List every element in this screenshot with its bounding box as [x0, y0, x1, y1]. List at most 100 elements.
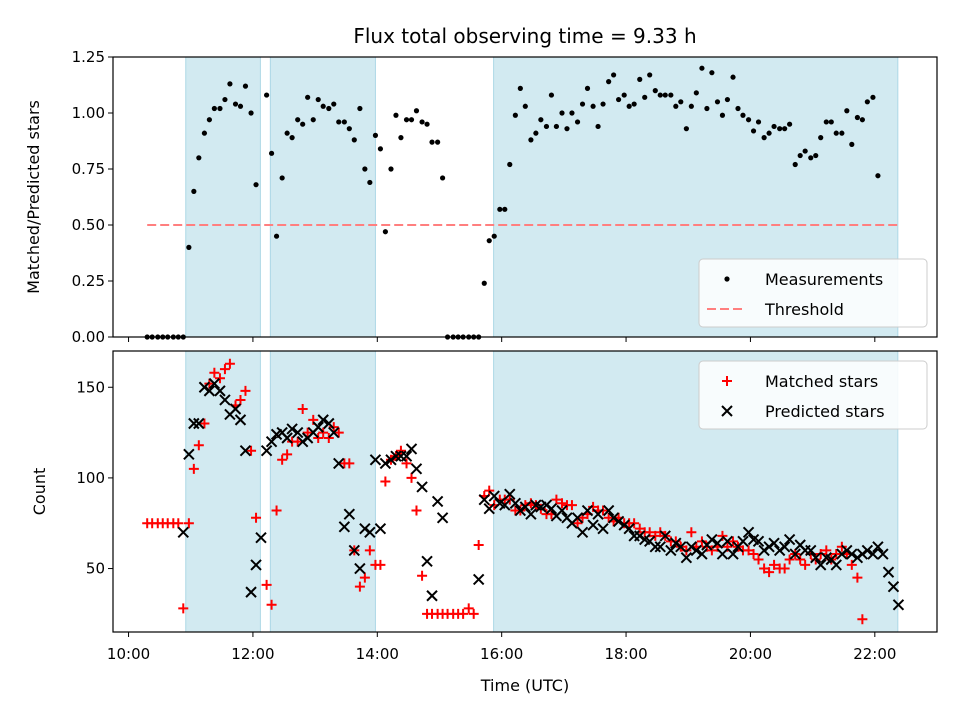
top-measurement-point: [403, 117, 410, 123]
bottom-predicted-point: [892, 599, 905, 611]
bottom-predicted-point: [328, 426, 340, 439]
bottom-predicted-point: [665, 544, 677, 557]
bottom-predicted-point: [592, 508, 604, 520]
bottom-predicted-point: [478, 493, 490, 506]
bottom-predicted-point: [379, 457, 392, 470]
top-measurement-point: [377, 146, 384, 152]
bottom-matched-point: [292, 436, 303, 447]
bottom-matched-point: [784, 554, 795, 565]
bottom-predicted-point: [882, 566, 895, 578]
top-measurement-point: [362, 166, 368, 172]
bottom-predicted-point: [783, 533, 796, 546]
bottom-y-tick-label: 100: [76, 469, 105, 487]
top-measurement-point: [559, 110, 565, 116]
top-measurement-point: [699, 65, 705, 71]
top-measurement-point: [326, 105, 332, 112]
bottom-matched-point: [406, 472, 417, 483]
bottom-y-tick-label: 50: [86, 560, 105, 578]
top-measurement-point: [621, 92, 627, 98]
top-measurement-point: [186, 244, 192, 250]
bottom-predicted-point: [416, 481, 428, 493]
bottom-x-tick-label: 20:00: [729, 645, 772, 663]
bottom-matched-point: [769, 559, 780, 570]
top-measurement-point: [295, 117, 301, 123]
bottom-predicted-point: [354, 562, 366, 575]
bottom-matched-point: [235, 394, 246, 405]
top-measurement-point: [735, 105, 741, 112]
bottom-matched-point: [411, 505, 422, 516]
bottom-predicted-point: [219, 394, 231, 406]
top-measurement-point: [693, 90, 699, 96]
bottom-matched-point: [846, 559, 857, 570]
top-measurement-point: [346, 126, 352, 132]
bottom-matched-point: [224, 358, 235, 369]
bottom-matched-point: [779, 563, 790, 574]
top-measurement-point: [839, 130, 845, 136]
top-measurement-point: [502, 206, 508, 212]
bottom-predicted-point: [696, 548, 708, 560]
bottom-y-axis-label: Count: [30, 468, 49, 516]
top-measurement-point: [673, 103, 679, 109]
top-measurement-point: [844, 108, 850, 114]
top-measurement-point: [813, 152, 819, 159]
top-measurement-point: [367, 179, 373, 186]
top-y-tick-label: 1.00: [72, 104, 105, 122]
bottom-matched-point: [297, 404, 308, 415]
bottom-matched-point: [354, 581, 365, 592]
top-y-tick-label: 0.75: [72, 160, 105, 178]
top-measurement-point: [787, 121, 793, 127]
top-measurement-point: [533, 130, 539, 136]
bottom-matched-point: [375, 559, 386, 570]
top-measurement-point: [351, 137, 357, 143]
top-measurement-point: [797, 152, 803, 159]
bottom-predicted-point: [405, 443, 418, 455]
bottom-matched-point: [199, 418, 210, 429]
top-y-tick-label: 0.00: [72, 328, 105, 346]
bottom-matched-point: [209, 367, 220, 378]
top-measurement-point: [740, 112, 746, 118]
bottom-predicted-point: [390, 450, 402, 462]
bottom-shaded-interval: [269, 350, 376, 633]
bottom-matched-point: [219, 364, 230, 375]
bottom-predicted-point: [545, 503, 558, 515]
bottom-predicted-point: [872, 541, 884, 553]
bottom-predicted-point: [612, 515, 625, 528]
top-measurement-point: [543, 123, 550, 130]
bottom-matched-point: [748, 549, 759, 560]
bottom-predicted-point: [690, 544, 703, 557]
top-measurement-point: [512, 112, 518, 118]
bottom-predicted-point: [742, 526, 755, 538]
top-measurement-point: [828, 119, 834, 125]
bottom-predicted-point: [188, 417, 200, 430]
bottom-predicted-point: [830, 559, 842, 571]
bottom-matched-point: [246, 445, 257, 456]
bottom-x-tick-label: 10:00: [107, 645, 150, 663]
bottom-predicted-point: [472, 573, 485, 586]
top-measurement-point: [331, 101, 337, 107]
bottom-x-tick-label: 18:00: [604, 645, 647, 663]
bottom-predicted-point: [846, 548, 858, 560]
bottom-matched-point: [852, 572, 863, 583]
bottom-predicted-point: [877, 548, 889, 560]
bottom-predicted-point: [410, 463, 423, 475]
top-measurement-point: [782, 126, 788, 132]
bottom-predicted-point: [193, 417, 205, 430]
top-measurement-point: [766, 130, 772, 136]
top-measurement-point: [631, 101, 637, 107]
top-measurement-point: [823, 119, 829, 125]
bottom-matched-point: [193, 440, 204, 451]
top-measurement-point: [647, 72, 653, 78]
top-measurement-point: [440, 175, 446, 181]
bottom-matched-point: [277, 454, 288, 465]
top-measurement-point: [553, 123, 560, 130]
top-measurement-point: [683, 126, 689, 132]
top-measurement-point: [217, 105, 223, 112]
top-measurement-point: [336, 119, 342, 125]
bottom-predicted-point: [431, 495, 444, 508]
bottom-legend-label: Predicted stars: [765, 402, 885, 421]
bottom-predicted-point: [509, 497, 522, 509]
top-measurement-point: [745, 117, 752, 123]
bottom-predicted-point: [602, 504, 615, 517]
bottom-matched-point: [323, 433, 334, 444]
bottom-matched-point: [282, 449, 293, 460]
